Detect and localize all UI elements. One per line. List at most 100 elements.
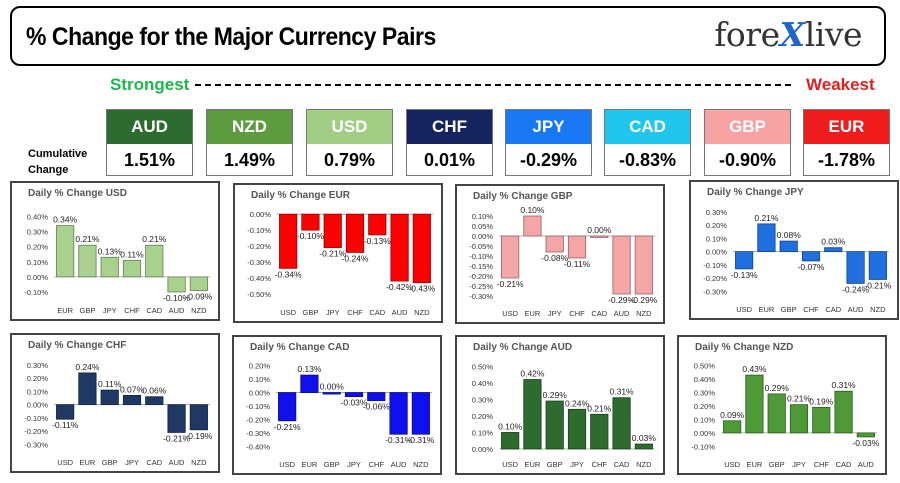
currency-box-gbp: GBP -0.90%: [704, 109, 791, 176]
y-tick-label: 0.50%: [694, 362, 716, 371]
data-label: 0.00%: [587, 225, 612, 235]
data-label: 0.08%: [777, 230, 802, 240]
data-label: -0.43%: [408, 284, 435, 294]
bar-eur: [523, 215, 542, 237]
x-category-label: NZD: [414, 308, 430, 317]
data-label: -0.29%: [608, 295, 635, 305]
bar-gbp: [322, 392, 341, 395]
chart-panel-eur: 0.00% -0.10% -0.20% -0.30% -0.40% -0.50% -0.34…: [233, 183, 443, 323]
chart-panel-nzd: 0.50% 0.40% 0.30% 0.20% 0.10% 0.00% -0.10% 0.09…: [677, 335, 887, 475]
data-label: -0.21%: [864, 280, 891, 290]
data-label: -0.19%: [185, 431, 212, 441]
data-label: -0.21%: [497, 279, 524, 289]
x-category-label: EUR: [747, 460, 763, 469]
data-label: -0.11%: [52, 420, 79, 430]
data-label: -0.09%: [185, 291, 212, 301]
x-category-label: JPY: [570, 460, 584, 469]
strongest-label: Strongest: [110, 75, 190, 94]
data-label: -0.03%: [341, 398, 368, 408]
bar-nzd: [189, 404, 208, 431]
bar-cad: [145, 396, 164, 406]
x-category-label: CAD: [146, 306, 162, 315]
bar-usd: [723, 420, 742, 434]
x-category-label: AUD: [614, 309, 630, 318]
chart-title: Daily % Change CAD: [250, 342, 350, 353]
y-tick-label: 0.20%: [249, 362, 271, 371]
data-label: 0.31%: [832, 380, 857, 390]
bar-gbp: [545, 400, 564, 450]
y-tick-label: 0.40%: [694, 375, 716, 384]
data-label: 0.13%: [98, 246, 123, 256]
currency-box-usd: USD 0.79%: [306, 109, 393, 176]
bar-usd: [279, 213, 298, 269]
data-label: 0.29%: [543, 390, 568, 400]
data-label: -0.21%: [163, 433, 190, 443]
currency-name: EUR: [804, 110, 889, 144]
bar-aud: [167, 404, 186, 433]
bar-jpy: [323, 213, 342, 249]
chart-title: Daily % Change JPY: [707, 187, 804, 198]
data-label: 0.07%: [120, 384, 145, 394]
y-tick-label: 0.40%: [27, 213, 49, 222]
chart-panel-aud: 0.50% 0.40% 0.30% 0.20% 0.10% 0.00% 0.10% USD 0.…: [455, 335, 665, 475]
x-category-label: NZD: [413, 460, 429, 469]
y-tick-label: 0.20%: [472, 412, 494, 421]
y-tick-label: 0.10%: [694, 415, 716, 424]
cumulative-change-label: Cumulative Change: [28, 148, 88, 176]
bar-cad: [368, 213, 387, 236]
y-tick-label: -0.10%: [24, 414, 48, 423]
bar-chf: [122, 259, 142, 278]
data-label: 0.34%: [53, 215, 78, 225]
x-category-label: AUD: [858, 460, 874, 469]
y-tick-label: 0.00%: [27, 273, 49, 282]
cumulative-value: 1.51%: [123, 150, 176, 170]
data-label: 0.21%: [75, 234, 100, 244]
x-category-label: USD: [502, 309, 518, 318]
x-category-label: CHF: [124, 306, 140, 315]
y-tick-label: 0.30%: [27, 228, 49, 237]
bar-eur: [78, 372, 97, 406]
chart-svg-jpy: 0.30% 0.20% 0.10% 0.00% -0.10% -0.20% -0.30% -0…: [703, 208, 892, 314]
y-tick-label: -0.25%: [469, 282, 493, 291]
currency-name: AUD: [107, 110, 192, 144]
cumulative-value: 0.01%: [423, 150, 476, 170]
y-tick-label: -0.10%: [703, 261, 727, 270]
chart-panel-chf: 0.30% 0.20% 0.10% 0.00% -0.10% -0.20% -0.30% -0…: [10, 333, 220, 473]
bar-chf: [812, 406, 831, 434]
bar-eur: [300, 374, 319, 393]
x-category-label: CAD: [614, 460, 630, 469]
bar-eur: [757, 223, 776, 253]
x-category-label: GBP: [781, 305, 797, 314]
x-category-label: CAD: [591, 309, 607, 318]
chart-svg-usd: 0.40% 0.30% 0.20% 0.10% 0.00% -0.10% 0.34% EUR 0…: [24, 213, 213, 315]
bar-cad: [590, 235, 609, 238]
data-label: -0.42%: [386, 282, 413, 292]
bar-eur: [523, 379, 542, 450]
cumulative-value: 1.49%: [223, 150, 276, 170]
data-label: 0.11%: [120, 249, 144, 259]
data-label: 0.21%: [754, 213, 779, 223]
logo-x-mark: X: [779, 15, 806, 54]
chart-title: Daily % Change USD: [28, 188, 127, 199]
data-label: -0.07%: [798, 262, 825, 272]
x-category-label: NZD: [870, 305, 886, 314]
y-tick-label: -0.10%: [469, 252, 493, 261]
y-tick-label: 0.10%: [249, 375, 271, 384]
chart-title: Daily % Change CHF: [28, 340, 127, 351]
x-category-label: GBP: [324, 460, 340, 469]
chart-panel-gbp: 0.10% 0.05% 0.00% -0.05% -0.10% -0.15% -0.20% -…: [455, 184, 665, 324]
data-label: -0.21%: [274, 422, 301, 432]
data-label: 0.03%: [821, 237, 846, 247]
bar-aud: [167, 276, 186, 293]
bar-chf: [345, 213, 365, 253]
data-label: 0.13%: [297, 364, 322, 374]
bar-usd: [501, 432, 520, 450]
y-tick-label: -0.20%: [24, 427, 48, 436]
y-tick-label: -0.20%: [247, 242, 271, 251]
y-tick-label: -0.10%: [691, 442, 715, 451]
bar-nzd: [189, 276, 208, 291]
y-tick-label: 0.00%: [694, 429, 716, 438]
chart-svg-nzd: 0.50% 0.40% 0.30% 0.20% 0.10% 0.00% -0.10% 0.09…: [691, 362, 880, 469]
data-label: 0.21%: [787, 394, 812, 404]
bar-chf: [590, 413, 609, 450]
